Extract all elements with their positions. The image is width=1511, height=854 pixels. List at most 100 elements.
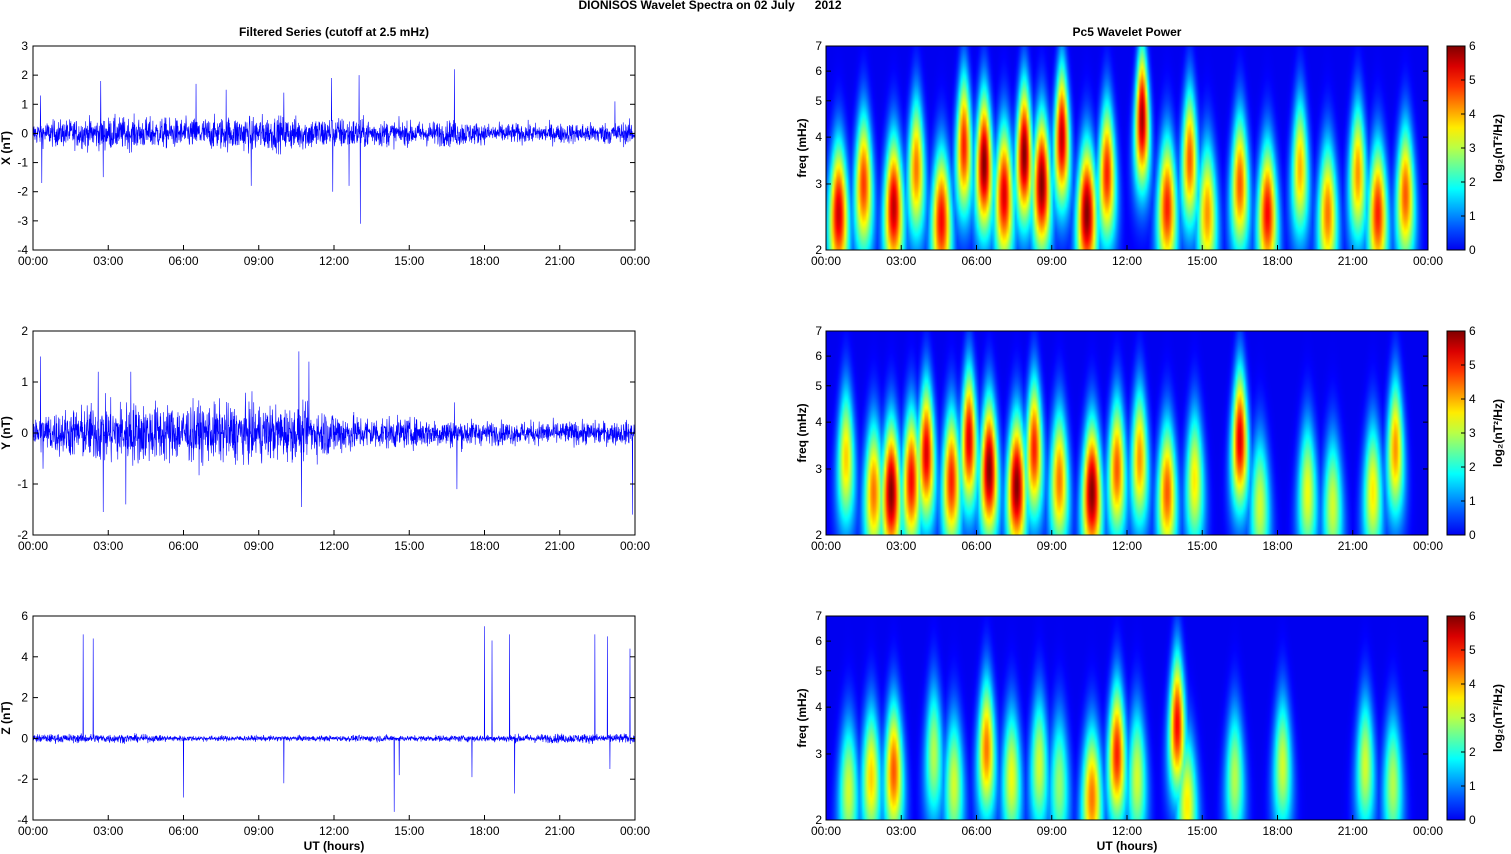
x-tick-label: 18:00 (1262, 254, 1292, 268)
x-tick-label: 03:00 (886, 254, 916, 268)
y-tick-label: 5 (815, 94, 822, 108)
x-tick-label: 00:00 (18, 824, 48, 838)
x-tick-label: 00:00 (620, 254, 650, 268)
y-tick-label: 0 (21, 426, 28, 440)
x-tick-label: 00:00 (811, 824, 841, 838)
y-tick-label: 6 (815, 64, 822, 78)
y-tick-label: 5 (815, 664, 822, 678)
x-tick-label: 03:00 (93, 824, 123, 838)
colorbar-tick-label: 6 (1469, 609, 1476, 623)
x-tick-label: 09:00 (244, 539, 274, 553)
colorbar-tick-label: 5 (1469, 358, 1476, 372)
x-tick-label: 09:00 (1037, 254, 1067, 268)
x-axis-label: UT (hours) (304, 839, 365, 853)
x-tick-label: 15:00 (1187, 539, 1217, 553)
plot-area (33, 46, 635, 250)
colorbar-label: log₂(nT²/Hz) (1491, 399, 1505, 467)
x-tick-label: 09:00 (1037, 824, 1067, 838)
y-tick-label: -1 (17, 477, 28, 491)
colorbar-tick-label: 2 (1469, 745, 1476, 759)
y-tick-label: -2 (17, 772, 28, 786)
y-tick-label: 5 (815, 379, 822, 393)
y-tick-label: 2 (21, 324, 28, 338)
x-tick-label: 06:00 (168, 254, 198, 268)
x-tick-label: 12:00 (319, 824, 349, 838)
y-tick-label: 6 (21, 609, 28, 623)
x-axis-label: UT (hours) (1097, 839, 1158, 853)
colorbar-tick-label: 4 (1469, 107, 1476, 121)
y-axis-label: X (nT) (0, 131, 13, 165)
plot-area (33, 616, 635, 820)
left-column-title: Filtered Series (cutoff at 2.5 mHz) (239, 25, 429, 39)
colorbar-tick-label: 5 (1469, 73, 1476, 87)
x-tick-label: 21:00 (1338, 539, 1368, 553)
x-tick-label: 06:00 (168, 539, 198, 553)
x-tick-label: 12:00 (1112, 539, 1142, 553)
colorbar-tick-label: 2 (1469, 460, 1476, 474)
x-tick-label: 21:00 (545, 254, 575, 268)
x-tick-label: 18:00 (469, 824, 499, 838)
colorbar-label: log₂(nT²/Hz) (1491, 114, 1505, 182)
y-tick-label: 3 (21, 39, 28, 53)
colorbar-tick-label: 0 (1469, 243, 1476, 257)
x-tick-label: 12:00 (1112, 254, 1142, 268)
colorbar-tick-label: 4 (1469, 677, 1476, 691)
panel-x-series: -4 -3 -2 -1 0 1 2 3 00:00 03:00 06:00 09:00 12:00 15:… (0, 39, 650, 268)
colorbar-tick-label: 5 (1469, 643, 1476, 657)
y-tick-label: 0 (21, 731, 28, 745)
y-tick-label: 1 (21, 375, 28, 389)
y-tick-label: -2 (17, 528, 28, 542)
x-tick-label: 06:00 (961, 824, 991, 838)
x-tick-label: 00:00 (1413, 539, 1443, 553)
y-axis-label: freq (mHz) (795, 118, 809, 177)
colorbar-tick-label: 3 (1469, 426, 1476, 440)
y-axis-label: freq (mHz) (795, 403, 809, 462)
colorbar-tick-label: 1 (1469, 779, 1476, 793)
x-tick-label: 06:00 (168, 824, 198, 838)
x-tick-label: 21:00 (1338, 824, 1368, 838)
y-tick-label: 4 (815, 130, 822, 144)
y-tick-label: 2 (815, 813, 822, 827)
colorbar-label: log₂(nT²/Hz) (1491, 684, 1505, 752)
colorbar-tick-label: 0 (1469, 528, 1476, 542)
x-tick-label: 09:00 (1037, 539, 1067, 553)
y-tick-label: -3 (17, 214, 28, 228)
colorbar-tick-label: 3 (1469, 141, 1476, 155)
wavelet-power-map (826, 616, 1428, 820)
x-tick-label: 03:00 (93, 539, 123, 553)
y-tick-label: 4 (815, 415, 822, 429)
colorbar-tick-label: 4 (1469, 392, 1476, 406)
series-trace (33, 351, 635, 515)
y-tick-label: 2 (815, 243, 822, 257)
x-tick-label: 09:00 (244, 254, 274, 268)
x-tick-label: 18:00 (469, 254, 499, 268)
x-tick-label: 06:00 (961, 539, 991, 553)
y-axis-label: freq (mHz) (795, 688, 809, 747)
x-tick-label: 21:00 (545, 824, 575, 838)
x-tick-label: 00:00 (620, 539, 650, 553)
wavelet-power-map (826, 46, 1428, 250)
y-tick-label: 6 (815, 634, 822, 648)
x-tick-label: 15:00 (1187, 254, 1217, 268)
x-tick-label: 00:00 (18, 254, 48, 268)
y-tick-label: -2 (17, 185, 28, 199)
series-trace (33, 626, 635, 812)
x-tick-label: 15:00 (1187, 824, 1217, 838)
colorbar-tick-label: 0 (1469, 813, 1476, 827)
y-tick-label: 1 (21, 97, 28, 111)
right-column-title: Pc5 Wavelet Power (1073, 25, 1182, 39)
y-tick-label: 0 (21, 126, 28, 140)
y-tick-label: -4 (17, 813, 28, 827)
y-axis-label: Z (nT) (0, 701, 13, 734)
colorbar-tick-label: 2 (1469, 175, 1476, 189)
x-tick-label: 03:00 (886, 824, 916, 838)
x-tick-label: 12:00 (319, 254, 349, 268)
x-tick-label: 21:00 (1338, 254, 1368, 268)
y-tick-label: 3 (815, 462, 822, 476)
panel-y-series: -2 -1 0 1 2 00:00 03:00 06:00 09:00 12:00 15:00 18:… (0, 324, 650, 553)
x-tick-label: 18:00 (1262, 824, 1292, 838)
panel-z-wavelet: 2 3 4 5 6 7 00:00 03:00 06:00 09:00 12:00 15:00 18:0… (795, 609, 1505, 853)
suptitle: DIONISOS Wavelet Spectra on 02 July 2012 (579, 0, 842, 12)
y-tick-label: 7 (815, 324, 822, 338)
x-tick-label: 09:00 (244, 824, 274, 838)
